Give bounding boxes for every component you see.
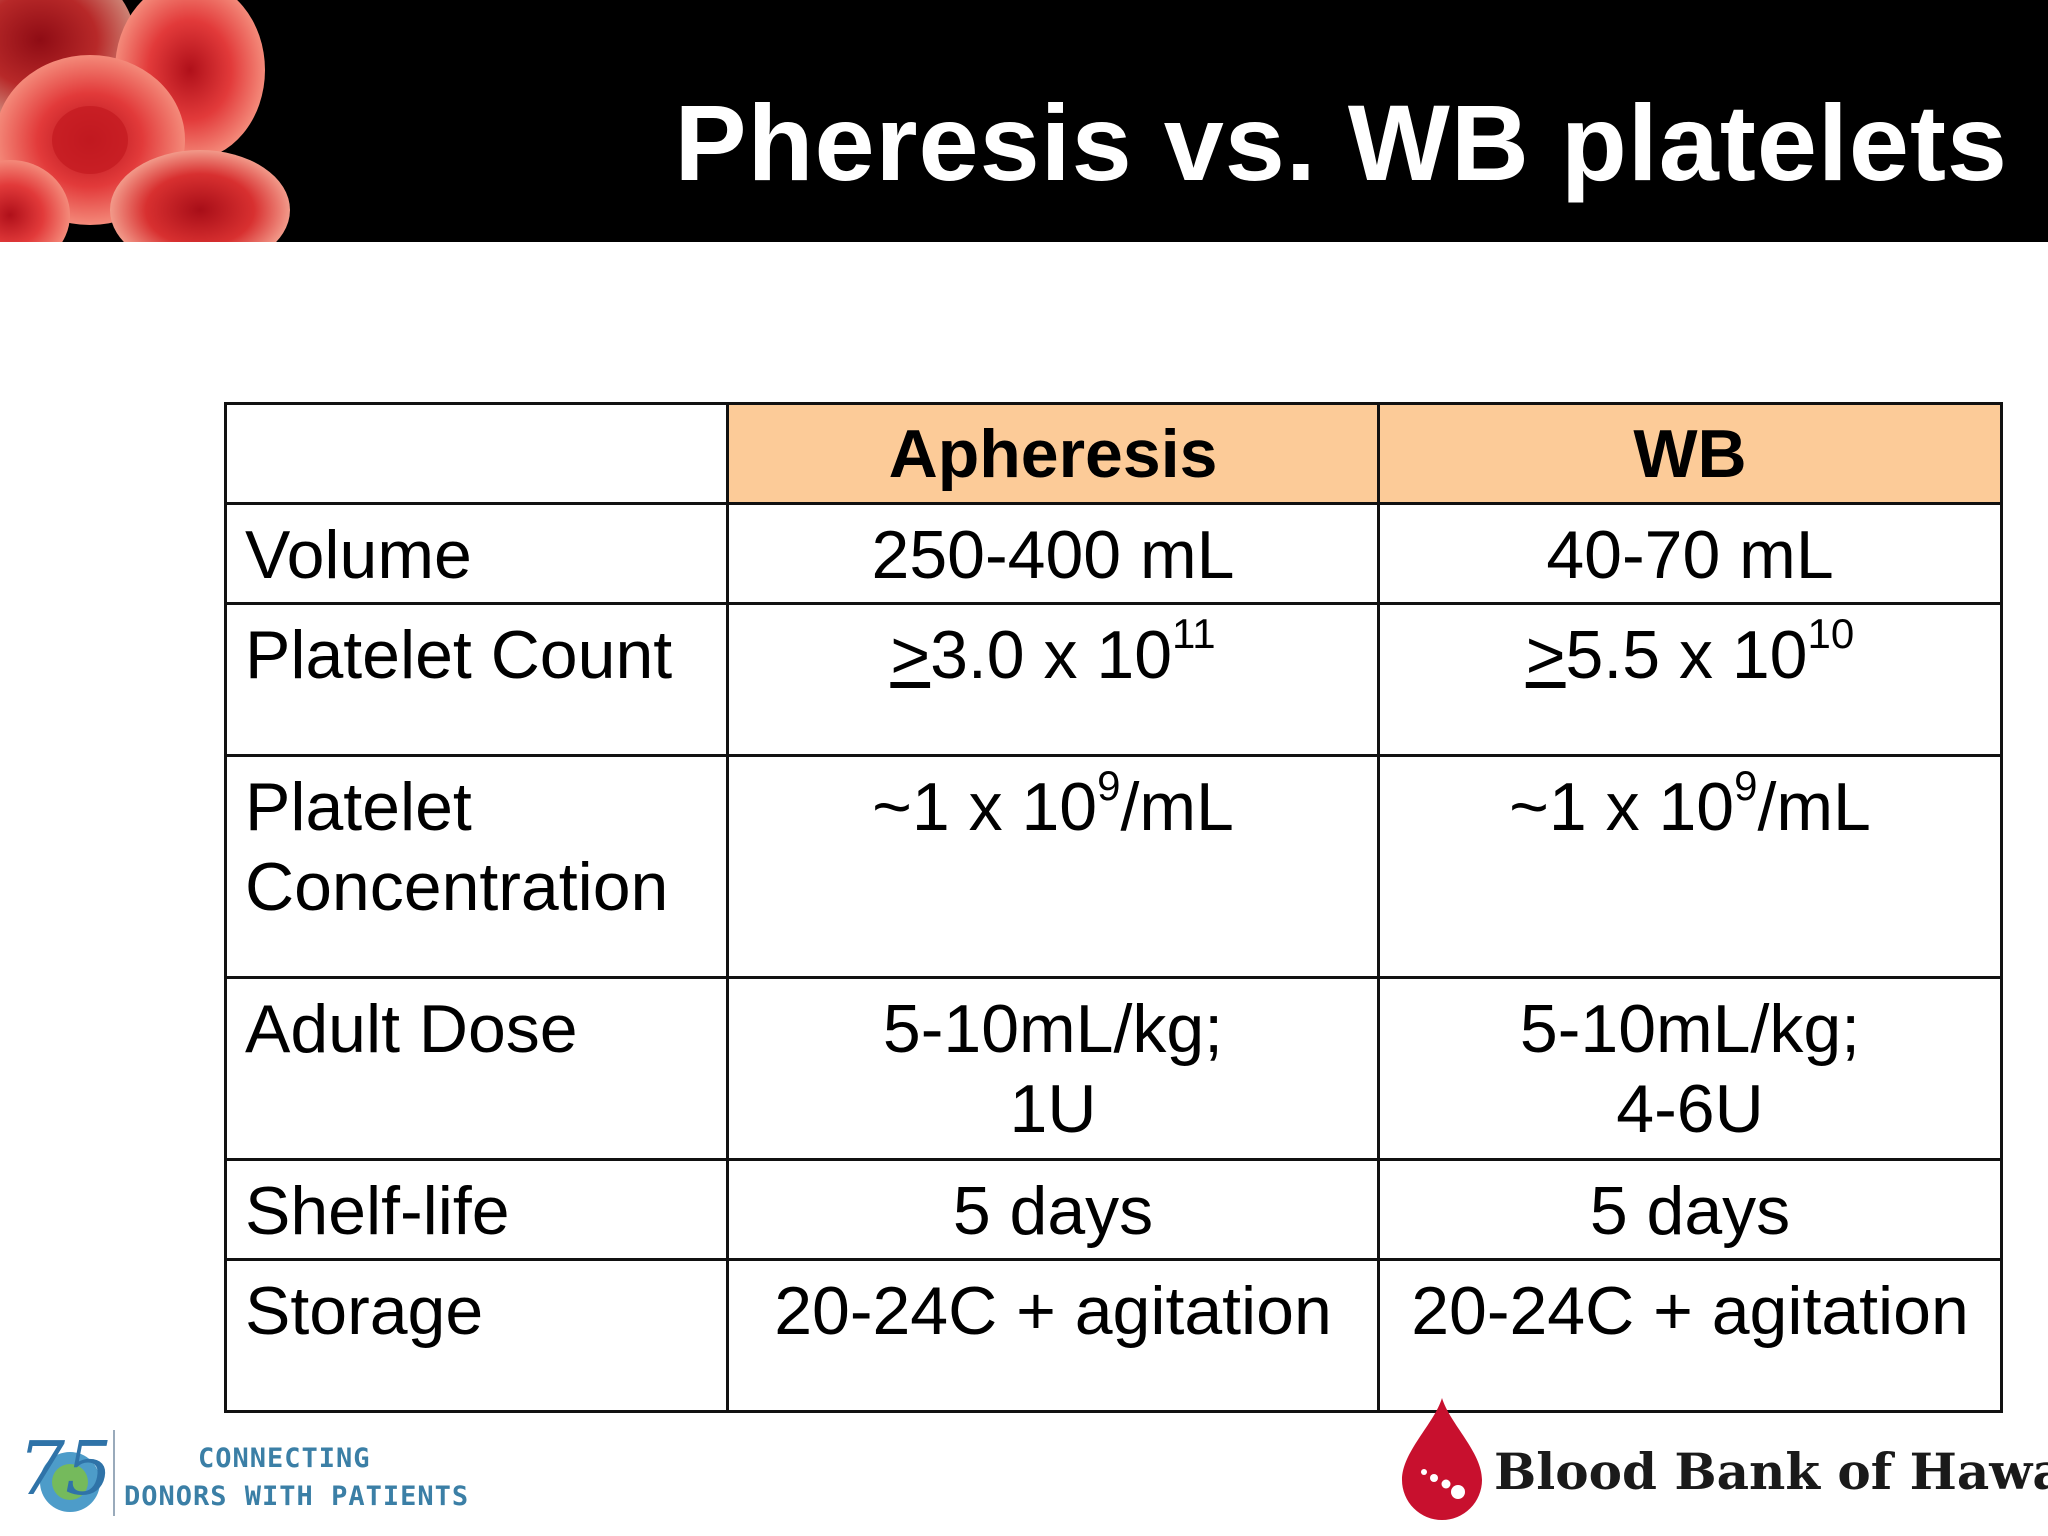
platelet-count-apheresis: >3.0 x 1011 (726, 602, 1380, 757)
volume-wb: 40-70 mL (1377, 502, 2003, 605)
platelet-concentration-wb: ~1 x 109/mL (1377, 754, 2003, 979)
row-label-platelet-concentration: Platelet Concentration (224, 754, 729, 979)
adult-dose-wb: 5-10mL/kg; 4-6U (1377, 976, 2003, 1161)
tagline-line1: CONNECTING (198, 1443, 371, 1474)
blood-drop-icon (1402, 1398, 1482, 1520)
header-blank-cell (224, 402, 729, 505)
tagline-line2: DONORS WITH PATIENTS (124, 1481, 470, 1512)
red-blood-cells-image (0, 0, 290, 242)
org-name: Blood Bank of Hawaii (1494, 1442, 2048, 1501)
row-label-volume: Volume (224, 502, 729, 605)
anniversary-75-logo: 75 (18, 1426, 115, 1516)
table-row-shelf-life: Shelf-life 5 days 5 days (224, 1158, 2003, 1261)
table-row-platelet-count: Platelet Count >3.0 x 1011 >5.5 x 1010 (224, 602, 2003, 757)
storage-apheresis: 20-24C + agitation (726, 1258, 1380, 1413)
platelet-concentration-apheresis: ~1 x 109/mL (726, 754, 1380, 979)
header-wb: WB (1377, 402, 2003, 505)
shelf-life-apheresis: 5 days (726, 1158, 1380, 1261)
slide-title: Pheresis vs. WB platelets (674, 82, 2008, 203)
row-label-shelf-life: Shelf-life (224, 1158, 729, 1261)
table-row-adult-dose: Adult Dose 5-10mL/kg; 1U 5-10mL/kg; 4-6U (224, 976, 2003, 1161)
table-row-storage: Storage 20-24C + agitation 20-24C + agit… (224, 1258, 2003, 1413)
platelet-count-wb: >5.5 x 1010 (1377, 602, 2003, 757)
tagline: CONNECTING DONORS WITH PATIENTS (124, 1440, 469, 1516)
adult-dose-apheresis: 5-10mL/kg; 1U (726, 976, 1380, 1161)
table-header-row: Apheresis WB (224, 402, 2003, 505)
svg-text:75: 75 (18, 1426, 112, 1512)
volume-apheresis: 250-400 mL (726, 502, 1380, 605)
table-row-platelet-concentration: Platelet Concentration ~1 x 109/mL ~1 x 1… (224, 754, 2003, 979)
row-label-adult-dose: Adult Dose (224, 976, 729, 1161)
anniversary-branding: 75 CONNECTING DONORS WITH PATIENTS (14, 1424, 468, 1520)
blood-bank-logo: Blood Bank of Hawaii (1394, 1394, 2048, 1524)
comparison-table: Apheresis WB Volume 250-400 mL 40-70 mL … (224, 402, 2003, 1413)
table-row-volume: Volume 250-400 mL 40-70 mL (224, 502, 2003, 605)
shelf-life-wb: 5 days (1377, 1158, 2003, 1261)
slide-header: Pheresis vs. WB platelets (0, 0, 2048, 242)
storage-wb: 20-24C + agitation (1377, 1258, 2003, 1413)
row-label-platelet-count: Platelet Count (224, 602, 729, 757)
header-apheresis: Apheresis (726, 402, 1380, 505)
row-label-storage: Storage (224, 1258, 729, 1413)
